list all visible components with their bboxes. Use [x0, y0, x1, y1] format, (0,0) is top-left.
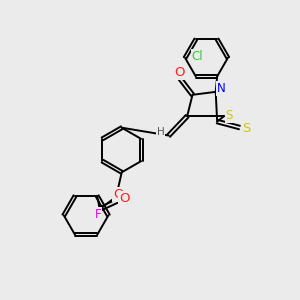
Text: S: S — [242, 122, 250, 135]
Text: H: H — [157, 127, 164, 137]
Text: Cl: Cl — [192, 50, 203, 63]
Text: S: S — [226, 109, 233, 122]
Text: O: O — [174, 66, 185, 79]
Text: O: O — [113, 188, 124, 201]
Text: O: O — [119, 192, 129, 205]
Text: N: N — [217, 82, 225, 95]
Text: F: F — [95, 208, 101, 221]
